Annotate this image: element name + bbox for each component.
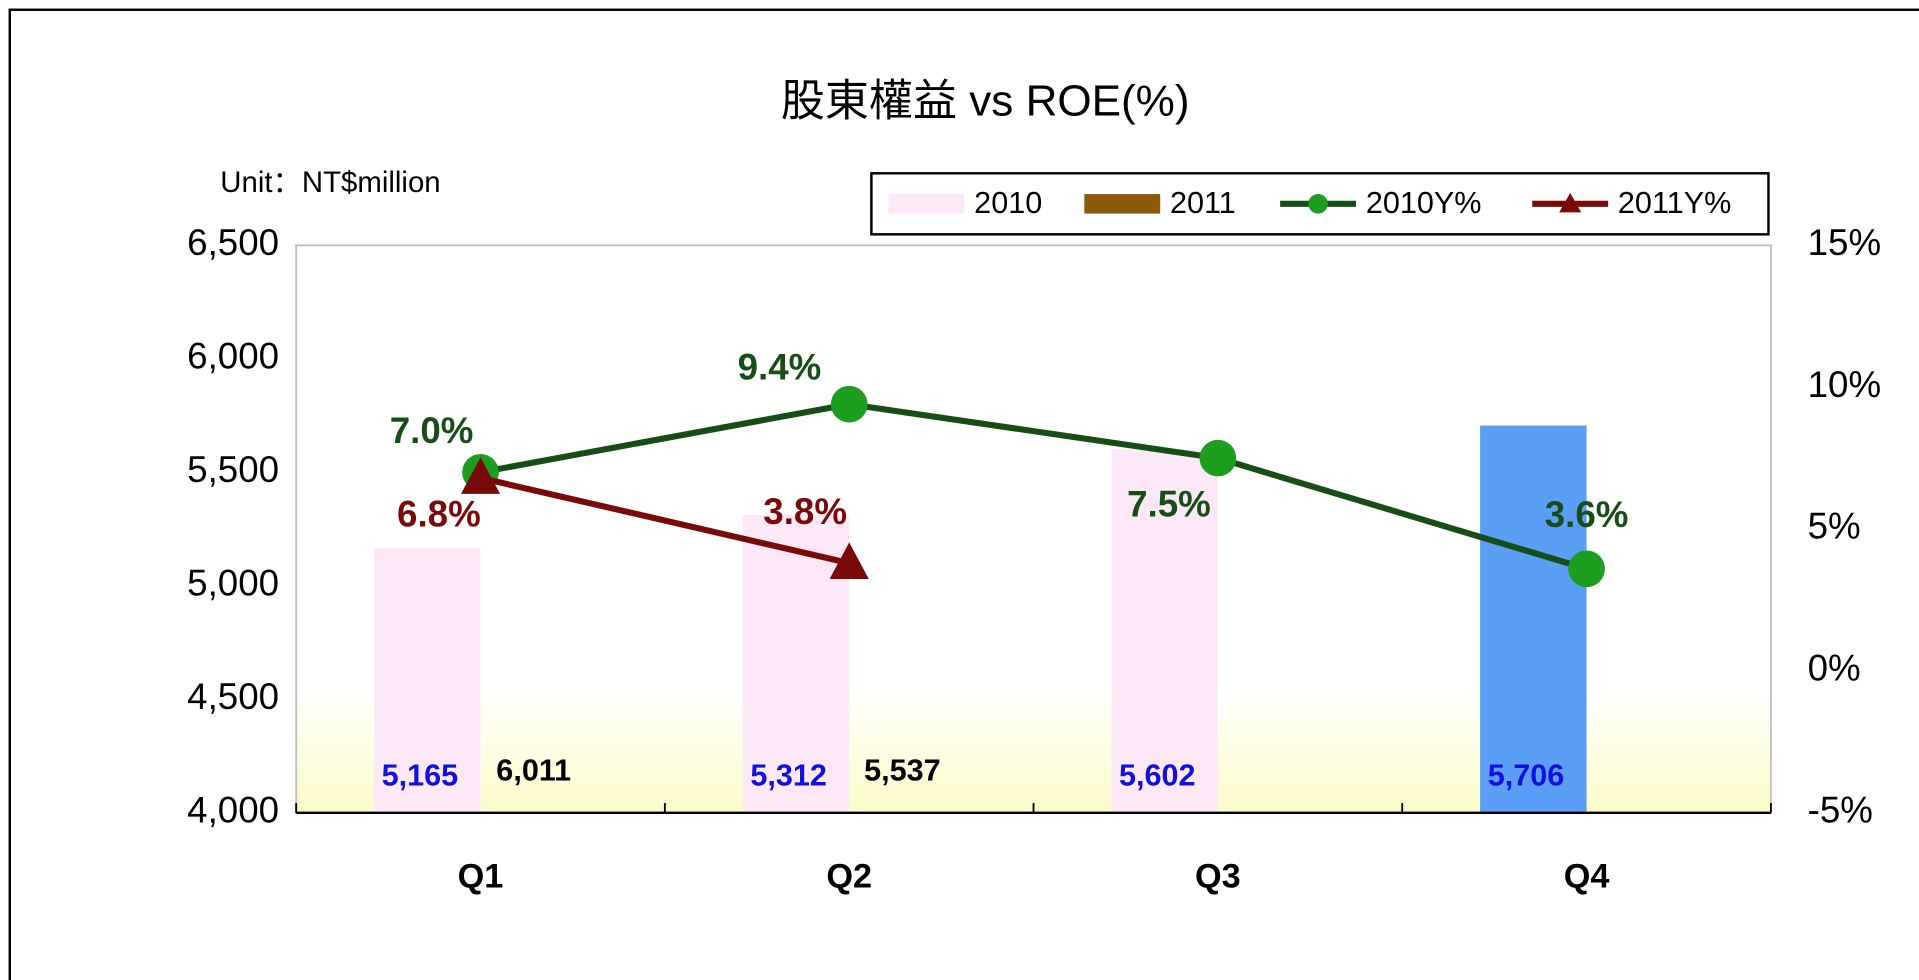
x-tick-label: Q1 bbox=[458, 858, 504, 896]
y-tick-label: 6,500 bbox=[187, 222, 279, 263]
point bbox=[830, 385, 868, 423]
line bbox=[479, 475, 850, 567]
y2-tick-label: -5% bbox=[1808, 790, 1873, 831]
y-tick-label: 6,000 bbox=[187, 336, 279, 377]
y2-tick-label: 5% bbox=[1808, 506, 1861, 547]
y-tick-label: 4,500 bbox=[187, 676, 279, 717]
point bbox=[829, 542, 869, 579]
y-tick-label: 5,000 bbox=[187, 563, 279, 604]
bar bbox=[1111, 449, 1218, 813]
frame bbox=[8, 8, 1919, 980]
bar-value-label: 5,537 bbox=[864, 754, 941, 788]
point bbox=[460, 457, 501, 494]
line-value-label: 6.8% bbox=[397, 494, 481, 535]
bar bbox=[742, 514, 850, 813]
line bbox=[479, 401, 1588, 572]
point bbox=[1199, 439, 1237, 477]
bar-value-label: 5,602 bbox=[1119, 758, 1196, 792]
legend-label: 2011Y% bbox=[1618, 186, 1731, 220]
bar bbox=[481, 356, 587, 812]
x-tick-label: Q3 bbox=[1195, 858, 1241, 896]
y-tick-label: 5,500 bbox=[187, 449, 279, 490]
bar-value-label: 5,706 bbox=[1488, 758, 1565, 792]
y2-tick-label: 15% bbox=[1808, 222, 1881, 263]
bar-value-label: 5,165 bbox=[382, 758, 459, 792]
legend-label: 2011 bbox=[1170, 186, 1236, 220]
line-value-label: 7.0% bbox=[390, 410, 474, 451]
bar bbox=[1480, 425, 1587, 813]
legend-marker bbox=[1308, 194, 1328, 214]
bar-value-label: 5,312 bbox=[750, 758, 827, 792]
line-value-label: 3.6% bbox=[1545, 494, 1629, 535]
legend-label: 2010Y% bbox=[1366, 186, 1482, 220]
unit-label: Unit：NT$million bbox=[220, 166, 440, 199]
bar-value-label: 6,011 bbox=[496, 754, 571, 788]
legend-marker bbox=[1559, 192, 1582, 213]
bar bbox=[374, 548, 481, 813]
legend-label: 2010 bbox=[974, 186, 1042, 220]
line-value-label: 7.5% bbox=[1127, 484, 1211, 525]
point bbox=[1568, 550, 1605, 588]
line-value-label: 9.4% bbox=[738, 347, 822, 388]
legend-swatch bbox=[888, 194, 965, 214]
y-tick-label: 4,000 bbox=[187, 790, 279, 831]
chart-title: 股東權益 vs ROE(%) bbox=[781, 76, 1190, 125]
legend-swatch bbox=[1084, 194, 1161, 214]
y2-tick-label: 0% bbox=[1808, 648, 1861, 689]
y2-tick-label: 10% bbox=[1808, 364, 1881, 405]
line-value-label: 3.8% bbox=[763, 491, 847, 532]
x-tick-label: Q4 bbox=[1564, 858, 1610, 896]
x-tick-label: Q2 bbox=[826, 858, 872, 896]
